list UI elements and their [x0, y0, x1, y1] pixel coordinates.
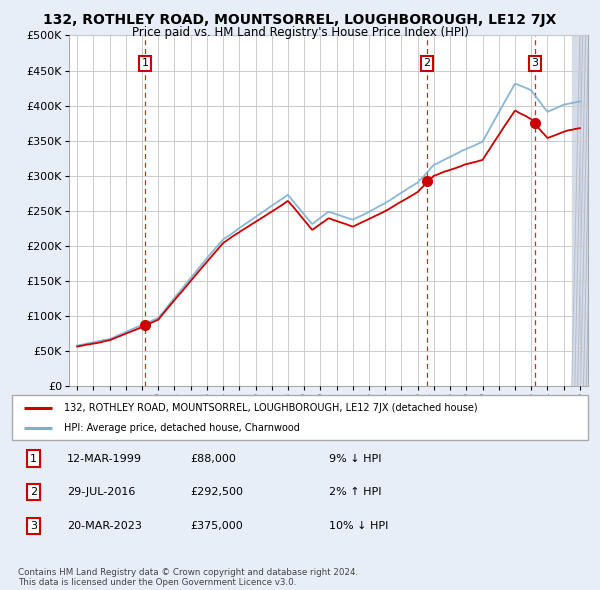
Text: 29-JUL-2016: 29-JUL-2016	[67, 487, 135, 497]
Text: £375,000: £375,000	[191, 521, 244, 531]
Text: 2% ↑ HPI: 2% ↑ HPI	[329, 487, 382, 497]
Text: 12-MAR-1999: 12-MAR-1999	[67, 454, 142, 464]
Text: 132, ROTHLEY ROAD, MOUNTSORREL, LOUGHBOROUGH, LE12 7JX (detached house): 132, ROTHLEY ROAD, MOUNTSORREL, LOUGHBOR…	[64, 403, 478, 412]
Text: 10% ↓ HPI: 10% ↓ HPI	[329, 521, 388, 531]
Text: Contains HM Land Registry data © Crown copyright and database right 2024.
This d: Contains HM Land Registry data © Crown c…	[18, 568, 358, 587]
Text: 1: 1	[30, 454, 37, 464]
Text: 20-MAR-2023: 20-MAR-2023	[67, 521, 142, 531]
Text: 9% ↓ HPI: 9% ↓ HPI	[329, 454, 382, 464]
Text: 2: 2	[424, 58, 431, 68]
Text: £88,000: £88,000	[191, 454, 236, 464]
Bar	[572, 35, 593, 386]
Text: £292,500: £292,500	[191, 487, 244, 497]
Text: Price paid vs. HM Land Registry's House Price Index (HPI): Price paid vs. HM Land Registry's House …	[131, 26, 469, 39]
Text: HPI: Average price, detached house, Charnwood: HPI: Average price, detached house, Char…	[64, 424, 300, 434]
Text: 3: 3	[30, 521, 37, 531]
FancyBboxPatch shape	[12, 395, 588, 440]
Text: 3: 3	[532, 58, 538, 68]
Text: 132, ROTHLEY ROAD, MOUNTSORREL, LOUGHBOROUGH, LE12 7JX: 132, ROTHLEY ROAD, MOUNTSORREL, LOUGHBOR…	[43, 13, 557, 27]
Text: 2: 2	[30, 487, 37, 497]
Text: 1: 1	[142, 58, 149, 68]
